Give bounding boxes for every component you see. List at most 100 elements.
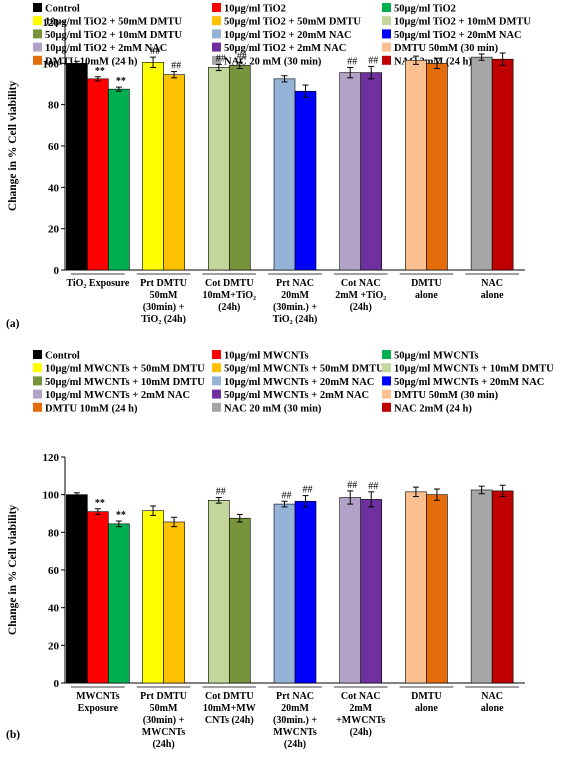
legend-item: 50μg/ml TiO2 + 20mM NAC: [382, 29, 522, 41]
bar: [228, 517, 251, 684]
legend-item: 10μg/ml TiO2: [212, 3, 286, 15]
significance-mark: ##: [150, 46, 160, 57]
bar: [207, 500, 230, 684]
bar-group: DMTU alone: [399, 486, 454, 714]
legend-item: 10μg/ml TiO2 + 2mM NAC: [33, 42, 167, 54]
legend-item: NAC 20 mM (30 min): [212, 55, 322, 67]
x-tick-label: Cot DMTU 10mM+MW CNTs (24h): [203, 691, 256, 726]
legend-swatch: [33, 3, 42, 12]
bar: [426, 63, 448, 271]
legend-item: 10μg/ml MWCNTs: [212, 350, 309, 362]
bar: [163, 521, 185, 684]
x-tick-label: DMTU alone: [411, 691, 442, 714]
legend-item: NAC 2mM (24 h): [382, 55, 472, 67]
bar-group: ## ## Cot NAC 2mM +MWCNTs (24h): [333, 480, 388, 738]
legend-item: DMTU 50mM (30 min): [382, 389, 499, 401]
bar: [66, 63, 88, 271]
y-tick-label: 100: [43, 490, 60, 502]
legend-item: 50μg/ml TiO2 + 10mM DMTU: [33, 29, 182, 41]
legend-swatch: [382, 363, 391, 373]
x-tick-label: Cot DMTU 10mM+TiO₂ (24h): [203, 278, 257, 313]
y-tick-label: 60: [48, 565, 60, 577]
legend-swatch: [212, 376, 221, 386]
legend-swatch: [212, 55, 221, 65]
y-tick-label: 120: [43, 452, 60, 464]
panel-label: (b): [6, 729, 20, 741]
bar: [163, 74, 185, 271]
bar: [294, 90, 317, 271]
significance-mark: **: [116, 510, 126, 521]
legend-item: DMTU 50mM (30 min): [382, 42, 499, 54]
significance-mark: ##: [347, 56, 357, 67]
bar-group: Prt DMTU 50mM (30min) + MWCNTs (24h): [136, 505, 191, 750]
legend-swatch: [212, 350, 221, 359]
bar-group: ## ## Cot NAC 2mM +TiO₂ (24h): [333, 55, 388, 313]
y-tick-label: 0: [54, 265, 60, 277]
y-tick-label: 20: [48, 224, 60, 236]
bar-group: NAC alone: [465, 484, 519, 714]
legend-label: 10μg/ml TiO2 + 10mM DMTU: [394, 17, 531, 28]
y-axis-title: Change in % Cell viability: [7, 81, 19, 212]
legend-label: Control: [45, 4, 80, 15]
legend-item: 50μg/ml MWCNTs + 20mM NAC: [382, 376, 544, 388]
panel-a: Control 10μg/ml TiO2 50μg/ml TiO2 10μg/ml T…: [6, 3, 531, 330]
legend-swatch: [33, 389, 42, 399]
significance-mark: ##: [368, 55, 378, 66]
x-tick-label: Prt DMTU 50mM (30min) + MWCNTs (24h): [140, 691, 187, 750]
y-tick-label: 100: [43, 58, 60, 70]
legend-item: 10μg/ml MWCNTs + 20mM NAC: [212, 376, 374, 388]
x-tick-label: MWCNTs Exposure: [76, 691, 120, 714]
legend-label: 10μg/ml MWCNTs + 10mM DMTU: [394, 364, 554, 375]
significance-mark: ##: [237, 51, 247, 62]
legend-label: NAC 20 mM (30 min): [224, 56, 322, 67]
legend-item: NAC 2mM (24 h): [382, 402, 472, 414]
bar: [339, 497, 362, 684]
significance-mark: ##: [368, 481, 378, 492]
legend-item: 50μg/ml MWCNTs + 50mM DMTU: [212, 363, 384, 375]
legend-label: DMTU 50mM (30 min): [394, 43, 499, 54]
bar: [426, 494, 448, 684]
legend-label: 10μg/ml TiO2 + 20mM NAC: [224, 30, 352, 41]
bar-group: ## Cot DMTU 10mM+MW CNTs (24h): [202, 486, 257, 726]
bar: [87, 511, 109, 684]
bar: [470, 489, 493, 684]
x-tick-label: Prt NAC 20mM (30min.) + TiO₂ (24h): [273, 278, 318, 325]
y-tick-label: 80: [48, 527, 60, 539]
legend-label: 50μg/ml TiO2 + 20mM NAC: [394, 30, 522, 41]
legend-swatch: [33, 29, 42, 39]
legend-item: 10μg/ml TiO2 + 20mM NAC: [212, 29, 352, 41]
legend-swatch: [382, 16, 391, 26]
x-tick-label: Cot NAC 2mM +MWCNTs (24h): [336, 691, 385, 738]
legend-item: 50μg/ml MWCNTs + 2mM NAC: [212, 389, 369, 401]
legend-item: 50μg/ml TiO2 + 2mM NAC: [212, 42, 346, 54]
significance-mark: ##: [347, 480, 357, 491]
bar: [66, 494, 88, 684]
y-tick-label: 40: [48, 603, 60, 615]
legend-label: 10μg/ml TiO2 + 2mM NAC: [45, 43, 167, 54]
legend-label: 10μg/ml MWCNTs + 2mM NAC: [45, 390, 190, 401]
y-tick-label: 80: [48, 100, 60, 112]
y-axis-title: Change in % Cell viability: [7, 505, 19, 636]
legend-label: 10μg/ml TiO2 + 50mM DMTU: [45, 17, 182, 28]
bar: [405, 59, 427, 271]
legend-label: NAC 2mM (24 h): [394, 56, 472, 67]
x-tick-label: NAC alone: [481, 278, 504, 301]
legend-swatch: [33, 42, 42, 52]
legend-item: Control: [33, 350, 80, 362]
bar: [491, 490, 514, 684]
y-tick-label: 120: [43, 17, 60, 29]
bar: [87, 78, 109, 271]
legend-label: DMTU 10mM (24 h): [45, 403, 138, 414]
x-tick-label: Cot NAC 2mM +TiO₂ (24h): [335, 278, 386, 313]
y-tick-label: 40: [48, 182, 60, 194]
legend-swatch: [382, 29, 391, 39]
legend-swatch: [33, 350, 42, 359]
legend-item: DMTU 10mM (24 h): [33, 55, 138, 67]
legend-label: 50μg/ml TiO2 + 2mM NAC: [224, 43, 346, 54]
legend-swatch: [382, 389, 391, 399]
significance-mark: **: [116, 76, 126, 87]
legend-swatch: [212, 402, 221, 412]
legend-label: 50μg/ml MWCNTs: [394, 351, 479, 362]
bar: [142, 61, 164, 271]
